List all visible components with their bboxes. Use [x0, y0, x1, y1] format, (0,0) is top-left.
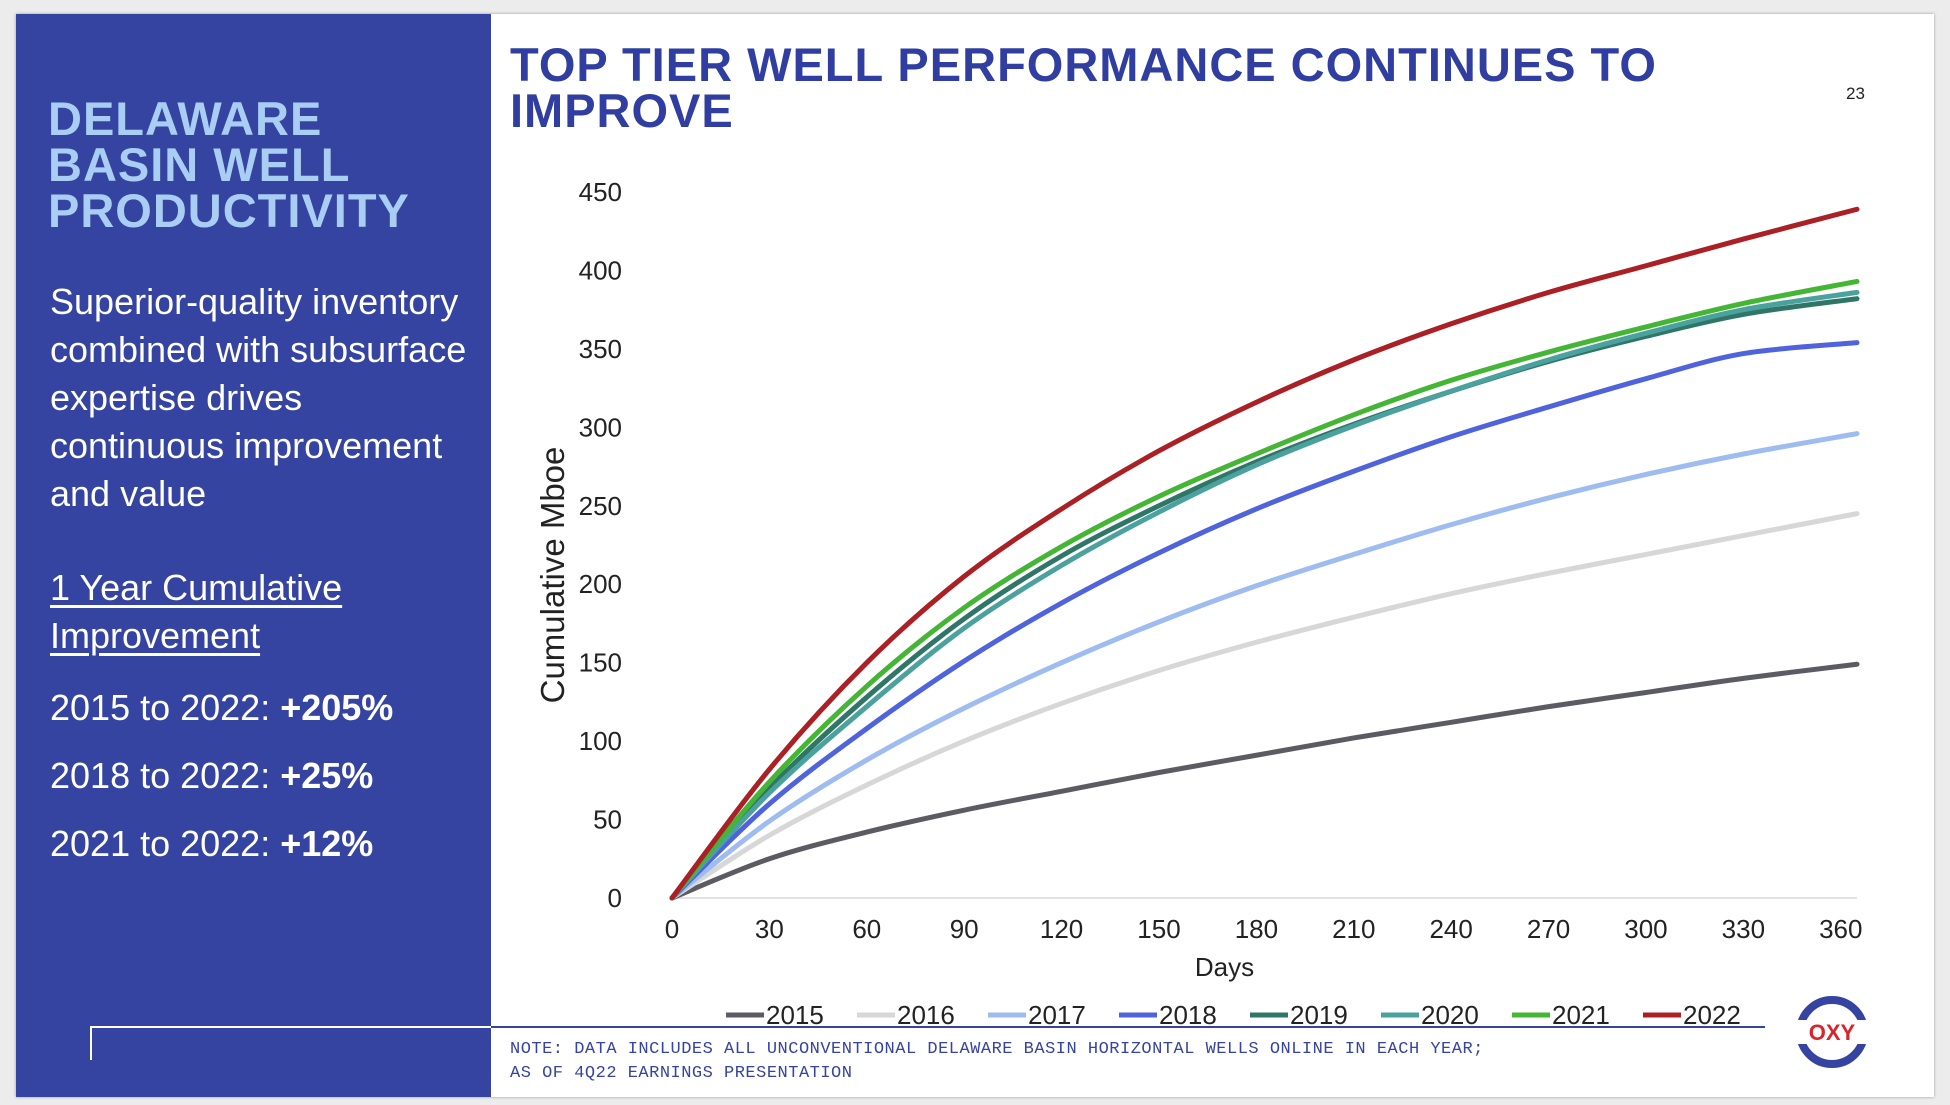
oxy-logo: OXY [1792, 996, 1872, 1068]
footer-divider [90, 1026, 1765, 1028]
stat-line-2021: 2021 to 2022: +12% [50, 820, 373, 868]
x-tick-label: 240 [1429, 914, 1472, 944]
y-tick-label: 0 [608, 883, 622, 913]
y-tick-label: 200 [579, 569, 622, 599]
x-tick-label: 270 [1527, 914, 1570, 944]
series-line-2016 [669, 511, 1860, 901]
slide-title: TOP TIER WELL PERFORMANCE CONTINUES TO I… [510, 38, 1657, 137]
stat-value: +205% [280, 687, 394, 728]
slide: DELAWARE BASIN WELL PRODUCTIVITY Superio… [16, 14, 1934, 1097]
legend-label-2018: 2018 [1159, 1000, 1217, 1030]
x-tick-label: 60 [852, 914, 881, 944]
legend-label-2020: 2020 [1421, 1000, 1479, 1030]
legend-label-2019: 2019 [1290, 1000, 1348, 1030]
legend-label-2021: 2021 [1552, 1000, 1610, 1030]
logo-arc-bottom [1796, 1031, 1868, 1068]
x-tick-label: 120 [1040, 914, 1083, 944]
y-tick-label: 400 [579, 255, 622, 285]
x-tick-label: 150 [1137, 914, 1180, 944]
x-tick-label: 300 [1624, 914, 1667, 944]
x-tick-label: 90 [950, 914, 979, 944]
stat-line-2018: 2018 to 2022: +25% [50, 752, 373, 800]
series-line-2019 [669, 296, 1860, 901]
logo-arc-top [1796, 996, 1868, 1033]
series-line-2015 [669, 661, 1860, 901]
sidebar-heading: DELAWARE BASIN WELL PRODUCTIVITY [48, 92, 410, 237]
line-chart: 0 50 100 150 200 250 300 350 400 450 0 30 60 90 120 150… [534, 177, 1862, 1030]
footer-divider-left [90, 1026, 491, 1028]
series-line-2018 [669, 340, 1860, 901]
series-line-2022 [669, 206, 1860, 901]
x-tick-label: 180 [1235, 914, 1278, 944]
logo-band [1792, 1020, 1872, 1044]
sidebar-paragraph: Superior-quality inventory combined with… [50, 281, 467, 514]
x-tick-label: 330 [1722, 914, 1765, 944]
legend-label-2017: 2017 [1028, 1000, 1086, 1030]
stat-value: +25% [280, 755, 374, 796]
legend-label-2022: 2022 [1683, 1000, 1741, 1030]
series-line-2017 [669, 431, 1860, 901]
sidebar: DELAWARE BASIN WELL PRODUCTIVITY Superio… [16, 14, 491, 1097]
y-axis-title: Cumulative Mboe [534, 447, 571, 704]
x-tick-label: 0 [665, 914, 679, 944]
y-tick-label: 350 [579, 334, 622, 364]
legend-label-2015: 2015 [766, 1000, 824, 1030]
stat-value: +12% [280, 823, 374, 864]
x-tick-label: 30 [755, 914, 784, 944]
y-tick-label: 250 [579, 491, 622, 521]
y-tick-label: 100 [579, 726, 622, 756]
x-tick-label: 210 [1332, 914, 1375, 944]
series-line-2021 [669, 278, 1860, 901]
page-number: 23 [1846, 84, 1865, 103]
logo-text: OXY [1809, 1020, 1856, 1045]
x-tick-label: 360 [1819, 914, 1862, 944]
stat-label: 2021 to 2022: [50, 823, 281, 864]
y-tick-label: 450 [579, 177, 622, 207]
footnote: NOTE: DATA INCLUDES ALL UNCONVENTIONAL D… [510, 1040, 1484, 1083]
sidebar-subheading: 1 Year Cumulative Improvement [50, 567, 343, 656]
stat-label: 2015 to 2022: [50, 687, 281, 728]
legend-label-2016: 2016 [897, 1000, 955, 1030]
stat-label: 2018 to 2022: [50, 755, 281, 796]
y-tick-label: 300 [579, 412, 622, 442]
series-line-2020 [669, 289, 1860, 901]
y-tick-label: 50 [593, 805, 622, 835]
footer-tick [90, 1026, 92, 1060]
x-axis-title: Days [1195, 952, 1254, 982]
y-tick-label: 150 [579, 648, 622, 678]
stat-line-2015: 2015 to 2022: +205% [50, 684, 393, 732]
